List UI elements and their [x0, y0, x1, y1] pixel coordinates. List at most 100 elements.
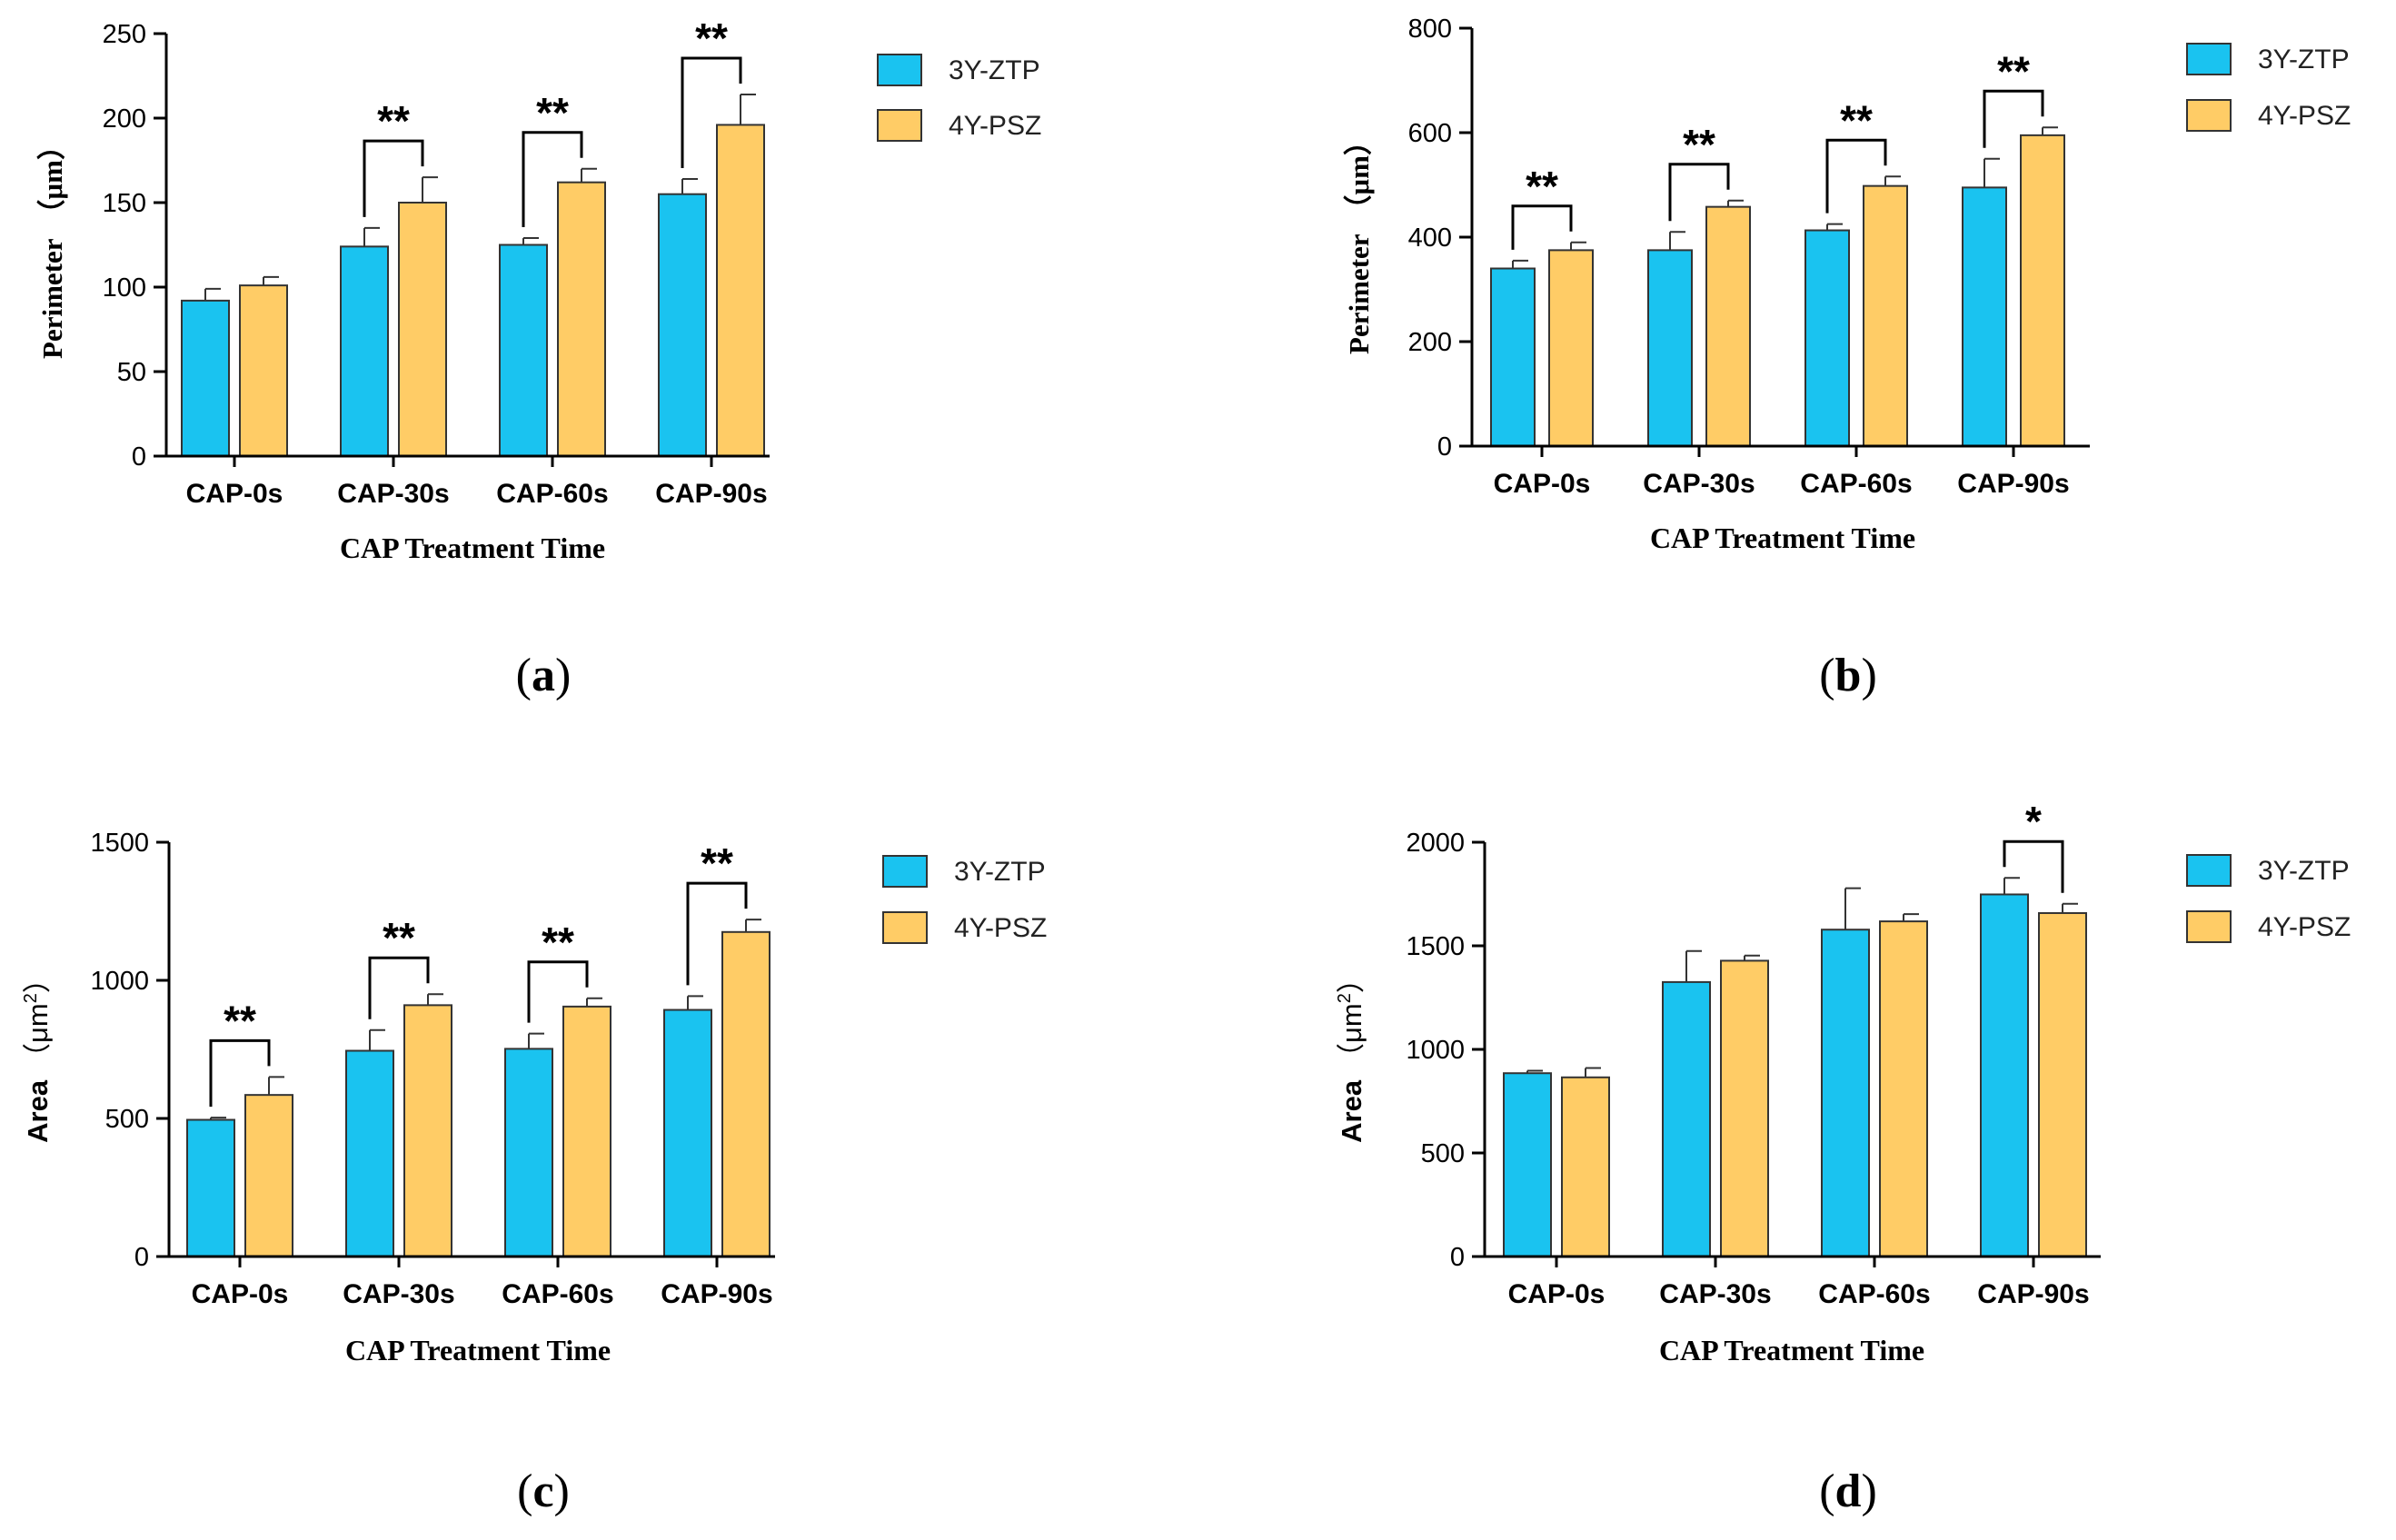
chart-d-ytick-label: 1000 [1406, 1036, 1465, 1065]
chart-a-ytick-label: 150 [103, 189, 146, 218]
chart-a-category-label: CAP-60s [496, 479, 608, 509]
chart-a-panel-label: (a) [516, 650, 572, 701]
chart-d-ytick-label: 500 [1421, 1139, 1465, 1168]
chart-d-y-axis-label: Area（μm2） [1335, 965, 1367, 1143]
chart-c-sig-marker: ** [701, 840, 733, 887]
chart-b-bar-1-3 [1804, 229, 1850, 447]
chart-d-bar-2-2 [1720, 959, 1769, 1258]
chart-b-panel-label: (b) [1819, 650, 1877, 701]
chart-a-ytick-label: 200 [103, 104, 146, 134]
chart-c-axes [167, 842, 775, 1258]
chart-b-sig-marker: ** [1526, 163, 1558, 210]
chart-c-yticks: 0 500 1000 1500 [90, 829, 169, 1272]
chart-a-bar-1-3 [499, 243, 548, 457]
chart-a-legend-swatch-2 [877, 109, 922, 142]
chart-c-category-label: CAP-60s [502, 1279, 613, 1309]
chart-a-category-label: CAP-30s [337, 479, 449, 509]
chart-b-sig-marker: ** [1997, 47, 2030, 94]
chart-c-ytick-label: 1500 [90, 829, 149, 858]
chart-c-y-axis-label: Area（μm2） [21, 965, 54, 1143]
chart-b-category-label: CAP-30s [1643, 469, 1755, 499]
chart-c-legend-label-1: 3Y-ZTP [954, 857, 1046, 887]
chart-b-bar-2-2 [1705, 205, 1751, 447]
chart-b-sig-bracket [1825, 138, 1887, 214]
chart-c-sig-bracket [527, 960, 589, 1023]
chart-d-category-label: CAP-60s [1818, 1279, 1930, 1309]
chart-c-ytick-label: 1000 [90, 967, 149, 996]
chart-b-category-labels: CAP-0s CAP-30s CAP-60s CAP-90s [1494, 446, 2070, 499]
chart-a-category-label: CAP-90s [655, 479, 767, 509]
chart-d-bar-2-3 [1879, 920, 1928, 1257]
chart-c-bar-1-1 [186, 1118, 235, 1258]
chart-c-bar-2-4 [721, 930, 770, 1258]
chart-b-sig-marker: ** [1683, 121, 1715, 168]
chart-d-bar-1-3 [1821, 929, 1870, 1257]
chart-d-sig-bracket [2003, 840, 2064, 893]
chart-b-legend-swatch-1 [2186, 43, 2232, 75]
chart-b-significance: ** ** ** ** [1511, 47, 2044, 250]
chart-d-category-label: CAP-30s [1659, 1279, 1771, 1309]
chart-c-bar-1-2 [345, 1049, 394, 1258]
chart-c-category-label: CAP-0s [192, 1279, 289, 1309]
chart-d-significance: * [2003, 798, 2064, 893]
chart-a-sig-marker: ** [536, 89, 569, 136]
chart-d-bar-1-1 [1503, 1072, 1552, 1257]
chart-b-y-axis-label: Perimeter（μm） [1343, 127, 1375, 354]
chart-a-legend-swatch-1 [877, 54, 922, 86]
chart-d-ytick-label: 0 [1450, 1243, 1465, 1272]
chart-b-bar-1-4 [1962, 186, 2007, 447]
chart-d-sig-marker: * [2025, 798, 2042, 845]
chart-b-ytick-label: 800 [1408, 15, 1452, 44]
chart-a-y-axis-label: Perimeter（μm） [36, 132, 68, 359]
chart-d-category-labels: CAP-0s CAP-30s CAP-60s CAP-90s [1508, 1257, 2090, 1309]
chart-d-category-label: CAP-0s [1508, 1279, 1606, 1309]
chart-b-ytick-label: 400 [1408, 224, 1452, 253]
chart-a-bar-2-4 [716, 124, 765, 457]
chart-c-ytick-label: 500 [105, 1105, 149, 1134]
chart-d-yticks: 0 500 1000 1500 2000 [1406, 829, 1485, 1272]
chart-c-legend-label-2: 4Y-PSZ [954, 913, 1047, 943]
chart-d-category-label: CAP-90s [1977, 1279, 2089, 1309]
chart-a-x-axis-label: CAP Treatment Time [340, 532, 605, 564]
chart-a-bar-1-2 [340, 245, 389, 457]
chart-b-ytick-label: 600 [1408, 119, 1452, 148]
chart-a-ytick-label: 250 [103, 20, 146, 49]
chart-c-legend: 3Y-ZTP 4Y-PSZ [882, 855, 1047, 944]
chart-a-sig-marker: ** [377, 97, 410, 144]
chart-c-sig-marker: ** [224, 997, 256, 1044]
chart-b-bar-1-2 [1647, 249, 1693, 447]
chart-d-ytick-label: 2000 [1406, 829, 1465, 858]
chart-a-legend-label-1: 3Y-ZTP [949, 55, 1040, 85]
chart-c-bar-2-3 [562, 1005, 611, 1257]
chart-d-legend-label-1: 3Y-ZTP [2258, 856, 2350, 886]
chart-d-legend-swatch-2 [2186, 910, 2232, 943]
chart-c: 0 500 1000 1500 CAP-0s CAP-30s CAP-60s CAP-90s… [21, 829, 1047, 1517]
chart-c-sig-bracket [368, 956, 430, 1019]
chart-d-ytick-label: 1500 [1406, 932, 1465, 961]
chart-a-bars [181, 93, 765, 458]
chart-a-sig-marker: ** [695, 15, 728, 62]
chart-b-bar-2-3 [1863, 184, 1908, 447]
chart-a-category-labels: CAP-0s CAP-30s CAP-60s CAP-90s [186, 456, 768, 509]
chart-a-sig-bracket [681, 56, 742, 168]
chart-c-bar-2-2 [403, 1004, 452, 1257]
chart-b-legend-swatch-2 [2186, 99, 2232, 132]
chart-a-legend-label-2: 4Y-PSZ [949, 111, 1041, 141]
chart-d-legend: 3Y-ZTP 4Y-PSZ [2186, 854, 2351, 943]
chart-a-yticks: 0 50 100 150 200 250 [103, 20, 166, 472]
chart-b-category-label: CAP-60s [1800, 469, 1912, 499]
chart-a-bar-2-1 [239, 284, 288, 458]
chart-c-bar-1-4 [663, 1008, 712, 1257]
chart-a-bar-2-2 [398, 202, 447, 457]
chart-a-ytick-label: 0 [132, 442, 146, 472]
chart-a-bar-2-3 [557, 181, 606, 457]
chart-c-x-axis-label: CAP Treatment Time [345, 1334, 611, 1366]
chart-b-sig-bracket [1983, 89, 2044, 148]
chart-a-ytick-label: 50 [117, 358, 146, 387]
chart-d-bar-1-2 [1662, 980, 1711, 1258]
chart-b-bar-2-1 [1548, 249, 1594, 447]
chart-b-category-label: CAP-0s [1494, 469, 1591, 499]
chart-c-panel-label: (c) [517, 1465, 570, 1517]
